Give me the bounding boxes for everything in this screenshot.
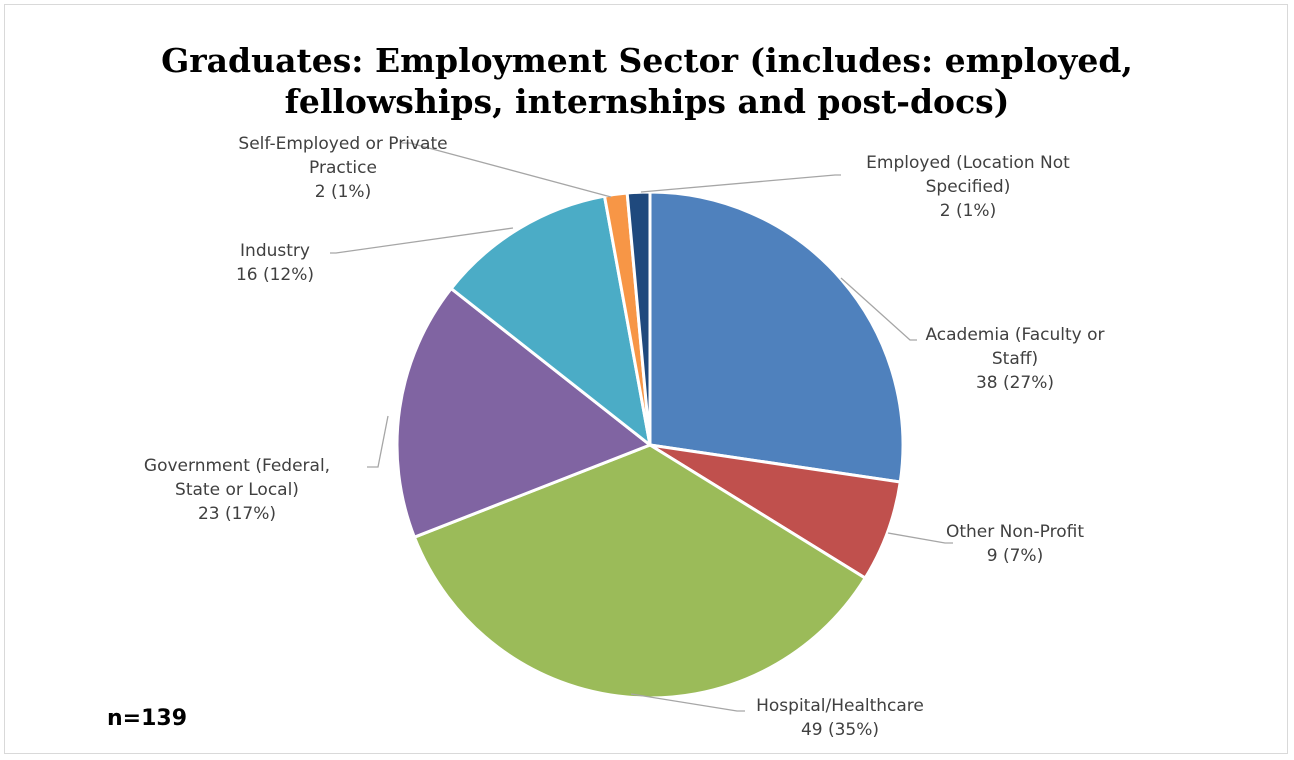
pie-slice-4 <box>449 194 652 447</box>
slice-value-label: 16 (12%) <box>236 265 314 285</box>
slice-label-5: Self-Employed or Private Practice 2 (1%) <box>238 134 447 202</box>
slice-label-line: Specified) <box>926 177 1011 197</box>
leader-line-5 <box>402 142 612 198</box>
slice-label-2: Hospital/Healthcare 49 (35%) <box>756 696 924 740</box>
pie-chart: Graduates: Employment Sector (includes: … <box>107 41 1133 740</box>
pie-slice-3 <box>395 287 652 539</box>
leader-line-0 <box>840 277 917 341</box>
slice-label-line: Hospital/Healthcare <box>756 696 924 716</box>
slice-label-0: Academia (Faculty or Staff) 38 (27%) <box>925 325 1104 393</box>
leader-line-1 <box>887 532 953 544</box>
leader-line-3 <box>367 415 389 468</box>
pie-slice-2 <box>412 443 867 700</box>
slice-label-line: Practice <box>309 158 377 178</box>
leader-line-2 <box>630 693 745 712</box>
slice-label-4: Industry 16 (12%) <box>236 241 314 285</box>
slice-label-1: Other Non-Profit 9 (7%) <box>946 522 1084 566</box>
leader-line-4 <box>330 227 514 254</box>
slice-value-label: 9 (7%) <box>987 546 1043 566</box>
slice-label-line: Other Non-Profit <box>946 522 1084 542</box>
pie-slices <box>395 190 905 700</box>
chart-title-line-1: Graduates: Employment Sector (includes: … <box>161 41 1133 80</box>
sample-size-note: n=139 <box>107 706 187 731</box>
leader-lines <box>330 142 953 712</box>
slice-value-label: 38 (27%) <box>976 373 1054 393</box>
slice-value-label: 2 (1%) <box>940 201 996 221</box>
slice-value-label: 49 (35%) <box>801 720 879 740</box>
pie-slice-0 <box>648 190 905 484</box>
slice-label-line: State or Local) <box>175 480 299 500</box>
slice-value-label: 2 (1%) <box>315 182 371 202</box>
slice-label-line: Industry <box>240 241 310 261</box>
slice-label-6: Employed (Location Not Specified) 2 (1%) <box>866 153 1070 221</box>
chart-title-line-2: fellowships, internships and post-docs) <box>285 82 1010 121</box>
pie-slice-6 <box>625 190 652 447</box>
data-labels: Academia (Faculty or Staff) 38 (27%) Other … <box>144 134 1105 740</box>
slice-value-label: 23 (17%) <box>198 504 276 524</box>
slice-label-line: Staff) <box>992 349 1038 369</box>
slice-label-line: Employed (Location Not <box>866 153 1070 173</box>
slice-label-3: Government (Federal, State or Local) 23 (1… <box>144 456 330 524</box>
slice-label-line: Government (Federal, <box>144 456 330 476</box>
chart-frame: Graduates: Employment Sector (includes: … <box>4 4 1288 754</box>
slice-label-line: Self-Employed or Private <box>238 134 447 154</box>
leader-line-6 <box>640 174 841 193</box>
slice-label-line: Academia (Faculty or <box>925 325 1104 345</box>
